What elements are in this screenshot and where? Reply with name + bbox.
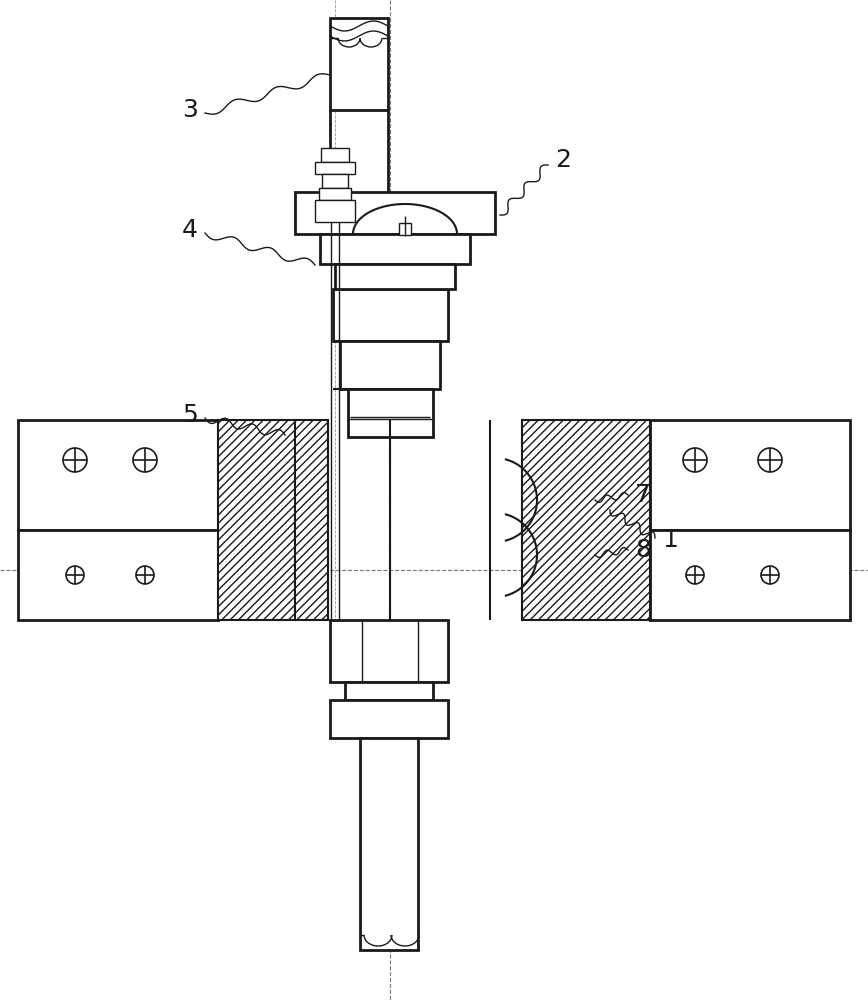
Bar [345, 682, 433, 700]
Text: 4: 4 [182, 218, 198, 242]
Bar [399, 223, 411, 235]
Bar [18, 530, 218, 620]
Text: 5: 5 [182, 403, 198, 427]
Bar [522, 420, 650, 620]
Bar [315, 200, 355, 222]
Bar [295, 192, 495, 234]
Bar [340, 341, 440, 389]
Bar [218, 420, 328, 620]
Bar [330, 620, 448, 682]
Bar [650, 420, 850, 530]
Text: 3: 3 [182, 98, 198, 122]
Bar [335, 264, 455, 289]
Text: 1: 1 [662, 528, 678, 552]
Bar [322, 174, 348, 188]
Bar [321, 148, 349, 162]
Bar [330, 18, 388, 110]
Bar [315, 162, 355, 174]
Bar [319, 188, 351, 200]
Text: 2: 2 [555, 148, 571, 172]
Bar [18, 420, 218, 530]
Bar [330, 700, 448, 738]
Bar [650, 530, 850, 620]
Bar [360, 738, 418, 950]
Bar [320, 234, 470, 264]
Text: 8: 8 [635, 538, 651, 562]
Bar [332, 289, 448, 341]
Text: 7: 7 [635, 483, 651, 507]
Bar [347, 389, 432, 437]
